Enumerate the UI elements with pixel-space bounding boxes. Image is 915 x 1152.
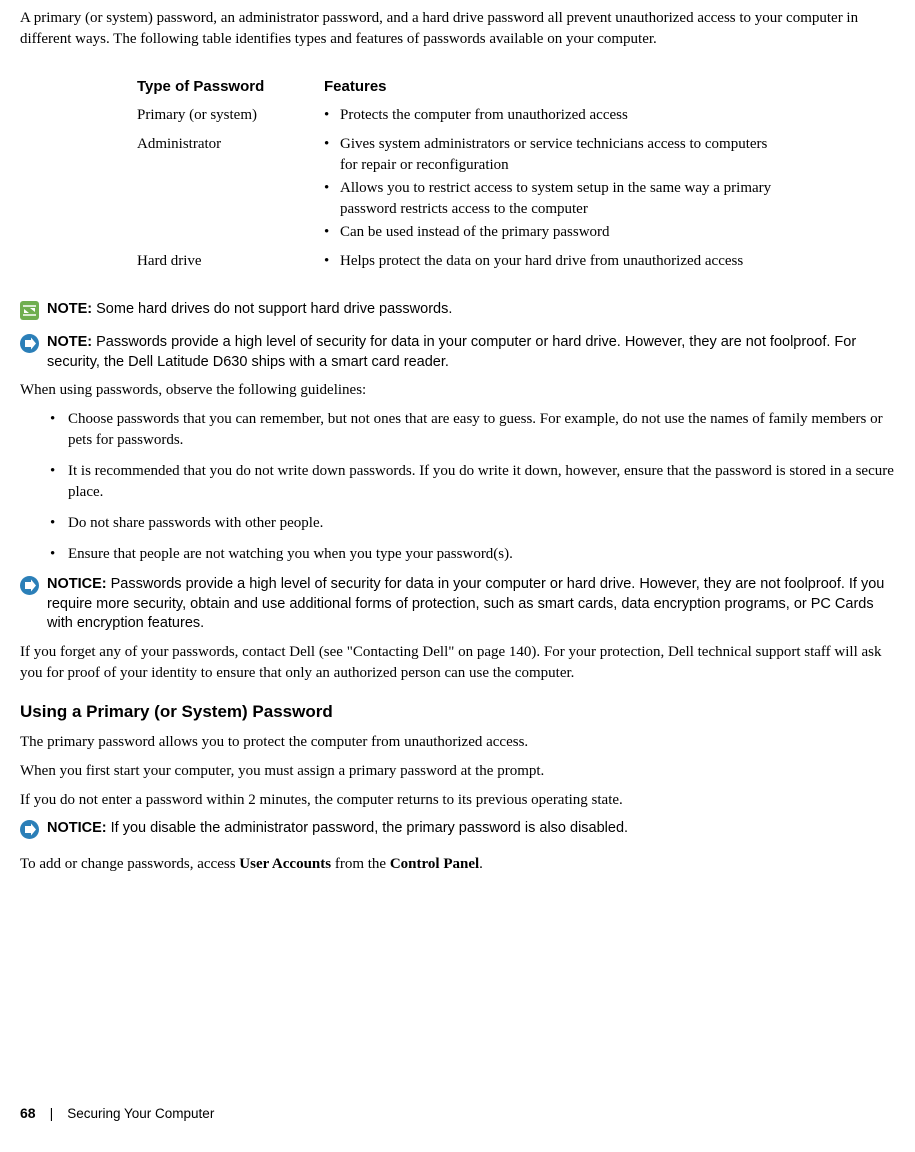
notice-label: NOTICE: xyxy=(47,820,107,836)
user-accounts-bold: User Accounts xyxy=(239,856,331,872)
guideline-item: Ensure that people are not watching you … xyxy=(50,544,895,565)
password-table: Type of Password Features Primary (or sy… xyxy=(135,74,776,280)
add-change-post: . xyxy=(479,856,483,872)
note-label: NOTE: xyxy=(47,301,92,317)
page-footer: 68 | Securing Your Computer xyxy=(20,1104,214,1124)
guidelines-intro: When using passwords, observe the follow… xyxy=(20,380,895,401)
guideline-item: Do not share passwords with other people… xyxy=(50,513,895,534)
control-panel-bold: Control Panel xyxy=(390,856,479,872)
table-cell-type: Primary (or system) xyxy=(137,105,322,132)
add-change-mid: from the xyxy=(331,856,390,872)
feature-item: Protects the computer from unauthorized … xyxy=(324,105,774,126)
note-text: Some hard drives do not support hard dri… xyxy=(96,301,452,317)
feature-item: Helps protect the data on your hard driv… xyxy=(324,251,774,272)
table-cell-features: Gives system administrators or service t… xyxy=(324,134,774,249)
intro-paragraph: A primary (or system) password, an admin… xyxy=(20,8,895,50)
section-heading-primary-password: Using a Primary (or System) Password xyxy=(20,700,895,724)
footer-title: Securing Your Computer xyxy=(67,1105,214,1124)
guideline-item: It is recommended that you do not write … xyxy=(50,461,895,503)
notice-arrow-icon xyxy=(20,820,39,846)
primary-para-1: The primary password allows you to prote… xyxy=(20,732,895,753)
notice-arrow-icon xyxy=(20,334,39,360)
primary-para-3: If you do not enter a password within 2 … xyxy=(20,790,895,811)
table-cell-type: Administrator xyxy=(137,134,322,249)
table-row: Primary (or system) Protects the compute… xyxy=(137,105,774,132)
notice-block: NOTICE: If you disable the administrator… xyxy=(20,819,895,846)
note-text: Passwords provide a high level of securi… xyxy=(47,334,856,370)
table-header-type: Type of Password xyxy=(137,76,322,103)
notice-arrow-icon xyxy=(20,576,39,602)
note-icon xyxy=(20,301,39,327)
notice-text: Passwords provide a high level of securi… xyxy=(47,576,884,631)
primary-para-2: When you first start your computer, you … xyxy=(20,761,895,782)
feature-item: Can be used instead of the primary passw… xyxy=(324,222,774,243)
feature-item: Allows you to restrict access to system … xyxy=(324,178,774,220)
table-row: Administrator Gives system administrator… xyxy=(137,134,774,249)
add-change-pre: To add or change passwords, access xyxy=(20,856,239,872)
notice-label: NOTICE: xyxy=(47,576,107,592)
table-cell-type: Hard drive xyxy=(137,251,322,278)
note-block: NOTE: Some hard drives do not support ha… xyxy=(20,300,895,327)
guideline-item: Choose passwords that you can remember, … xyxy=(50,409,895,451)
page-number: 68 xyxy=(20,1104,36,1124)
guidelines-list: Choose passwords that you can remember, … xyxy=(50,409,895,565)
footer-divider: | xyxy=(50,1104,54,1124)
table-cell-features: Helps protect the data on your hard driv… xyxy=(324,251,774,278)
note-block: NOTE: Passwords provide a high level of … xyxy=(20,333,895,372)
table-cell-features: Protects the computer from unauthorized … xyxy=(324,105,774,132)
add-change-paragraph: To add or change passwords, access User … xyxy=(20,854,895,875)
forget-paragraph: If you forget any of your passwords, con… xyxy=(20,642,895,684)
notice-text: If you disable the administrator passwor… xyxy=(111,820,628,836)
table-row: Hard drive Helps protect the data on you… xyxy=(137,251,774,278)
table-header-features: Features xyxy=(324,76,774,103)
notice-block: NOTICE: Passwords provide a high level o… xyxy=(20,575,895,634)
feature-item: Gives system administrators or service t… xyxy=(324,134,774,176)
note-label: NOTE: xyxy=(47,334,92,350)
